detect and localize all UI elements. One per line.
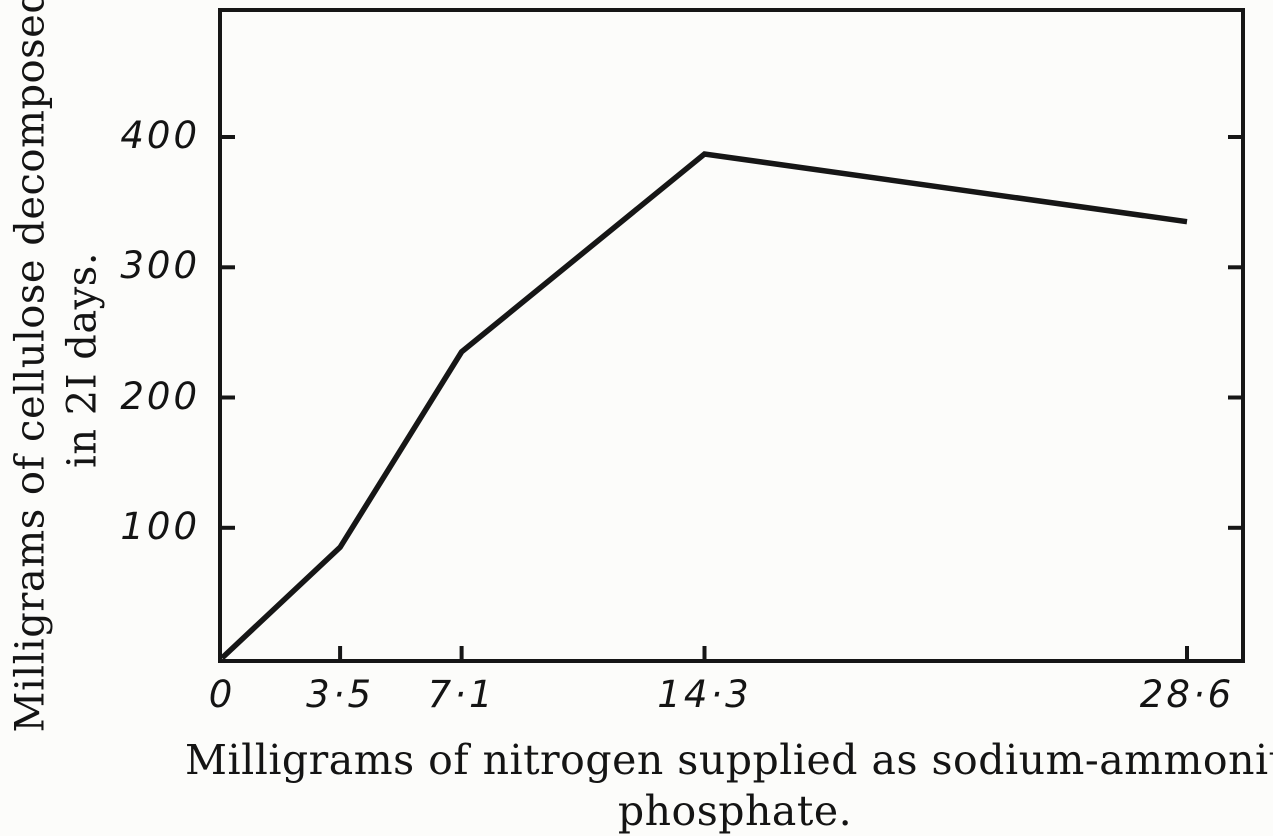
y-axis-title: Milligrams of cellulose decomposed in 2I… xyxy=(0,0,118,744)
x-tick-label-7.1: 7·1 xyxy=(427,673,496,716)
x-axis-title-line1: Milligrams of nitrogen supplied as sodiu… xyxy=(185,736,1273,784)
y-tick-label-100: 100 xyxy=(120,504,200,548)
data-line xyxy=(222,151,1188,659)
x-tick-label-0: 0 xyxy=(208,673,236,716)
x-tick-label-28.6: 28·6 xyxy=(1139,673,1235,716)
y-axis-title-line2: in 2I days. xyxy=(59,251,105,469)
y-axis-title-line1: Milligrams of cellulose decomposed xyxy=(7,0,53,733)
y-tick-label-300: 300 xyxy=(120,244,200,288)
data-line-svg xyxy=(222,135,1241,659)
y-tick-label-400: 400 xyxy=(120,114,200,158)
x-axis-title: Milligrams of nitrogen supplied as sodiu… xyxy=(185,735,1273,836)
x-tick-label-14.3: 14·3 xyxy=(657,673,752,716)
plot-area xyxy=(218,8,1245,663)
y-tick-label-200: 200 xyxy=(120,374,200,418)
x-axis-title-line2: phosphate. xyxy=(617,787,853,835)
x-tick-label-3.5: 3·5 xyxy=(306,673,375,716)
